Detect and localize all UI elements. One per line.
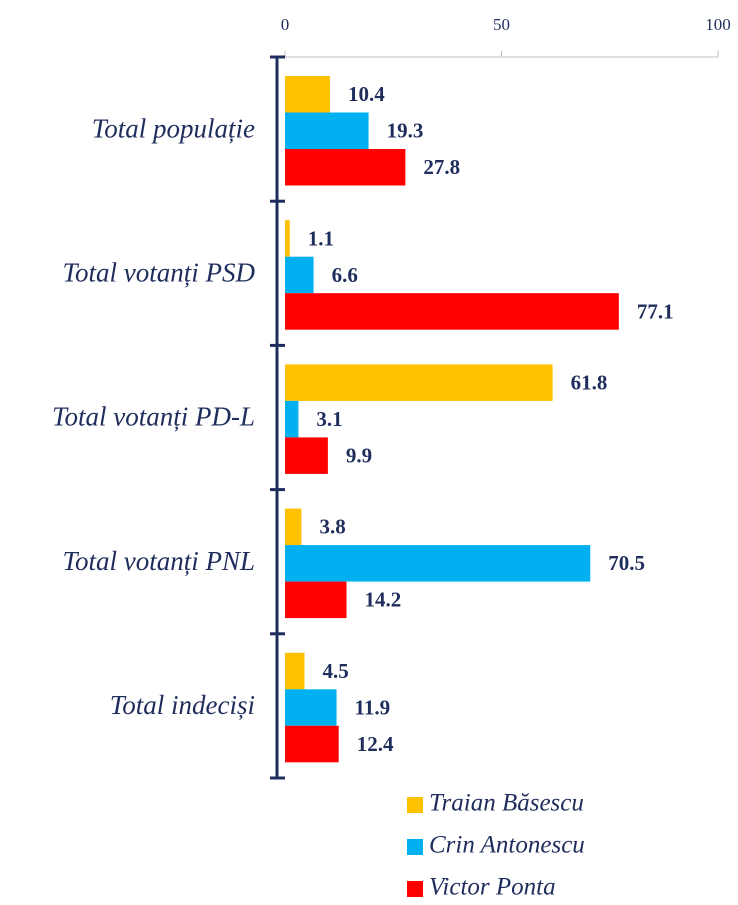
legend-label: Traian Băsescu [429, 790, 584, 817]
bar [285, 725, 339, 763]
bar [285, 508, 302, 546]
x-tick-label: 0 [281, 15, 290, 34]
value-label: 1.1 [308, 226, 334, 250]
value-label: 19.3 [387, 119, 424, 143]
value-label: 4.5 [322, 659, 348, 683]
value-label: 27.8 [423, 155, 460, 179]
value-label: 3.8 [319, 515, 345, 539]
x-tick-label: 50 [493, 15, 510, 34]
bar [285, 364, 553, 401]
bar [285, 112, 369, 149]
value-label: 9.9 [346, 443, 372, 467]
category-label: Total votanți PD-L [52, 402, 255, 432]
legend-swatch [407, 839, 423, 855]
bar [285, 689, 337, 726]
bar [285, 545, 591, 582]
category-label: Total populație [92, 113, 255, 143]
value-label: 14.2 [364, 588, 401, 612]
value-label: 6.6 [332, 263, 358, 287]
bar [285, 256, 314, 294]
value-label: 10.4 [348, 82, 385, 106]
value-label: 77.1 [637, 299, 674, 323]
bar [285, 149, 406, 186]
category-label: Total indeciși [110, 690, 255, 720]
bar [285, 220, 290, 257]
legend-swatch [407, 797, 423, 813]
x-tick-label: 100 [705, 15, 731, 34]
category-label: Total votanți PSD [62, 258, 255, 288]
value-label: 70.5 [608, 551, 645, 575]
category-label: Total votanți PNL [62, 546, 255, 576]
value-label: 11.9 [355, 695, 391, 719]
legend-label: Victor Ponta [429, 874, 556, 901]
bar [285, 76, 331, 113]
bar [285, 437, 328, 474]
bar [285, 400, 299, 438]
bar [285, 652, 305, 690]
legend-swatch [407, 881, 423, 897]
value-label: 12.4 [357, 732, 394, 756]
legend-label: Crin Antonescu [429, 832, 585, 859]
value-label: 3.1 [316, 407, 342, 431]
value-label: 61.8 [571, 370, 608, 394]
bar [285, 581, 347, 619]
bar [285, 293, 619, 330]
